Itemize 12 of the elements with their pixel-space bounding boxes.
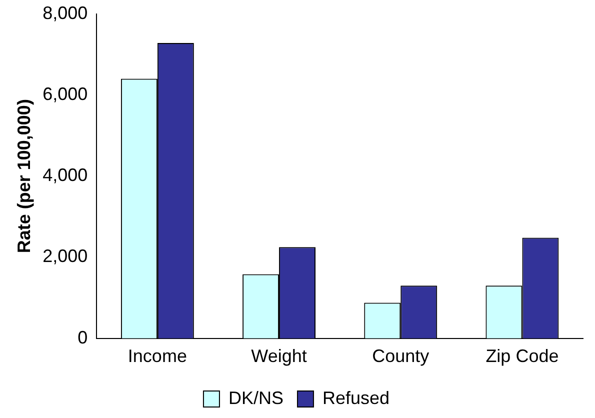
x-tick-label: County — [372, 346, 430, 366]
y-tick-label: 6,000 — [42, 84, 88, 104]
legend-label: Refused — [322, 388, 390, 408]
y-tick-label: 4,000 — [42, 165, 88, 186]
y-tick-label: 2,000 — [42, 246, 88, 266]
y-tick-label: 8,000 — [42, 2, 88, 23]
y-tick-label: 0 — [78, 327, 88, 348]
x-tick-label: Weight — [251, 346, 307, 366]
y-axis-title: Rate (per 100,000) — [14, 99, 34, 254]
x-tick-label: Zip Code — [486, 346, 559, 366]
x-tick-label: Income — [128, 346, 187, 366]
legend-label: DK/NS — [228, 388, 284, 408]
